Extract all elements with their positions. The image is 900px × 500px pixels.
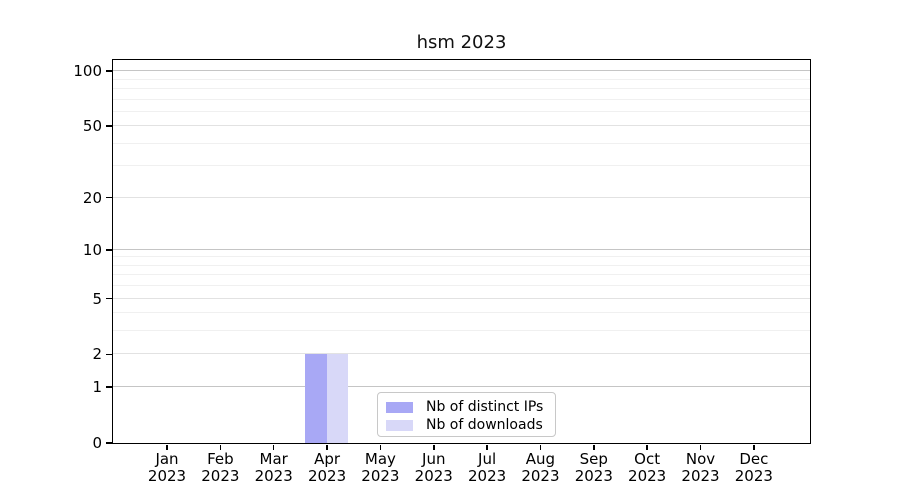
x-tick-label-line: 2023	[307, 467, 347, 485]
x-tick-label-line: 2023	[201, 467, 240, 485]
legend-label-downloads: Nb of downloads	[426, 417, 543, 433]
minor-gridline	[112, 87, 810, 89]
x-tick-label: Sep 2023	[552, 451, 636, 485]
y-tick-label: 100	[73, 62, 102, 81]
y-tick-label: 50	[82, 117, 102, 136]
y-tick-mark	[105, 353, 112, 356]
y-tick-label: 2	[92, 345, 102, 364]
bar-distinct-ips	[305, 353, 327, 443]
y-tick-mark	[105, 70, 112, 72]
x-tick-label: Feb 2023	[178, 451, 262, 485]
x-tick-label: Oct 2023	[605, 451, 689, 485]
gridline	[112, 125, 810, 127]
x-tick-label-line: May	[364, 450, 396, 468]
legend-swatch-downloads-icon	[386, 419, 413, 431]
y-tick-mark	[105, 249, 112, 251]
x-tick-mark	[699, 444, 702, 450]
y-tick-mark	[105, 386, 112, 388]
legend-swatch-distinct-ips-icon	[386, 401, 413, 413]
chart-title: hsm 2023	[416, 32, 507, 53]
x-tick-label: Jan 2023	[125, 451, 209, 485]
x-tick-label-line: 2023	[574, 467, 613, 485]
x-tick-label-line: Aug	[525, 450, 556, 468]
x-tick-label-line: Oct	[634, 450, 661, 468]
x-tick-label-line: 2023	[254, 467, 293, 485]
x-tick-mark	[539, 444, 542, 450]
x-tick-label-line: 2023	[147, 467, 187, 485]
minor-gridline	[112, 98, 810, 100]
x-tick-label-line: 2023	[521, 467, 560, 485]
x-tick-mark	[593, 444, 595, 450]
x-tick-label-line: 2023	[468, 467, 507, 485]
x-tick-label-line: 2023	[414, 467, 453, 485]
x-tick-label-line: Apr	[314, 450, 341, 468]
x-tick-label-line: Dec	[739, 450, 769, 468]
x-tick-mark	[433, 444, 435, 450]
minor-gridline	[112, 165, 810, 167]
major-gridline	[112, 386, 810, 388]
x-tick-label-line: Sep	[579, 450, 608, 468]
minor-gridline	[112, 142, 810, 144]
x-tick-label: Dec 2023	[712, 451, 796, 485]
x-tick-label: Jun 2023	[392, 451, 476, 485]
minor-gridline	[112, 312, 810, 314]
x-tick-mark	[219, 444, 222, 450]
minor-gridline	[112, 264, 810, 266]
gridline	[112, 297, 810, 299]
major-gridline	[112, 70, 810, 72]
minor-gridline	[112, 330, 810, 332]
x-tick-label-line: Jun	[422, 450, 446, 468]
x-tick-mark	[166, 444, 168, 450]
x-tick-label-line: Feb	[207, 450, 234, 468]
x-tick-label: Mar 2023	[232, 451, 316, 485]
x-tick-mark	[326, 444, 328, 450]
legend-item-downloads: Nb of downloads	[386, 416, 547, 434]
bar-downloads	[326, 353, 349, 443]
minor-gridline	[112, 274, 810, 276]
legend-item-distinct-ips: Nb of distinct IPs	[386, 398, 547, 416]
x-tick-label-line: Nov	[685, 450, 716, 468]
y-tick-mark	[105, 125, 112, 127]
x-tick-label-line: 2023	[628, 467, 667, 485]
plot-area	[111, 58, 811, 444]
major-gridline	[112, 248, 810, 250]
y-tick-mark	[105, 196, 112, 199]
minor-gridline	[112, 78, 810, 80]
y-tick-label: 5	[92, 289, 102, 308]
y-tick-label: 0	[92, 434, 102, 452]
x-tick-label-line: 2023	[681, 467, 720, 485]
y-tick-label: 20	[82, 188, 102, 207]
y-tick-label: 1	[92, 378, 102, 397]
x-tick-label: Apr 2023	[285, 451, 369, 485]
x-tick-mark	[753, 444, 755, 450]
x-tick-label: Jul 2023	[445, 451, 529, 485]
x-tick-label-line: Jul	[478, 450, 497, 468]
x-tick-mark	[272, 444, 275, 450]
minor-gridline	[112, 256, 810, 258]
gridline	[112, 196, 810, 198]
x-tick-label-line: Jan	[155, 450, 179, 468]
y-tick-mark	[105, 442, 112, 444]
minor-gridline	[112, 110, 810, 112]
x-tick-mark	[379, 444, 382, 450]
minor-gridline	[112, 285, 810, 287]
x-tick-label: May 2023	[338, 451, 422, 485]
x-tick-label: Aug 2023	[498, 451, 582, 485]
y-tick-mark	[105, 297, 112, 300]
legend: Nb of distinct IPs Nb of downloads	[377, 392, 556, 437]
x-tick-label-line: 2023	[734, 467, 773, 485]
x-tick-label-line: Mar	[259, 450, 288, 468]
legend-label-distinct-ips: Nb of distinct IPs	[426, 399, 544, 415]
x-tick-mark	[486, 444, 488, 450]
x-tick-label: Nov 2023	[659, 451, 743, 485]
x-tick-mark	[646, 444, 648, 450]
gridline	[112, 353, 810, 355]
y-tick-label: 10	[82, 240, 102, 259]
x-tick-label-line: 2023	[361, 467, 400, 485]
